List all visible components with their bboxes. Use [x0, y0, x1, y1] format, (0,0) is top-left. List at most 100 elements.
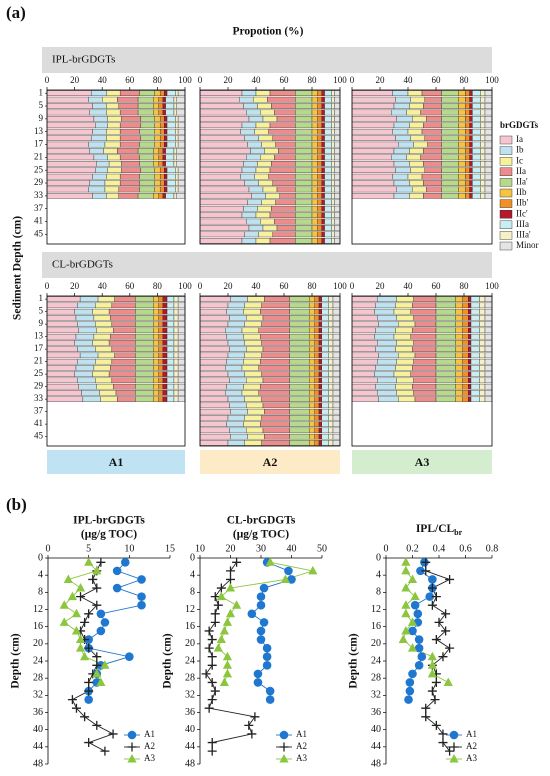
bar-segment: [311, 193, 318, 199]
bar-segment: [227, 396, 245, 402]
bar-segment: [166, 167, 176, 173]
bar-segment: [119, 135, 142, 141]
bar-segment: [262, 315, 290, 321]
bar-segment: [334, 154, 341, 161]
bar-segment: [276, 186, 296, 193]
bar-segment: [135, 346, 154, 352]
bar-segment: [229, 377, 247, 384]
legend-label: Ib: [516, 145, 524, 155]
bar-segment: [334, 212, 341, 218]
y-tick-label: 33: [34, 393, 44, 403]
point: [438, 652, 448, 662]
bar-segment: [472, 161, 481, 167]
bar-segment: [479, 308, 486, 315]
bar-segment: [108, 340, 136, 346]
bar-segment: [289, 371, 310, 377]
bar-segment: [435, 358, 456, 365]
bar-segment: [162, 103, 166, 109]
bar-segment: [93, 365, 111, 371]
bar-segment: [455, 365, 463, 371]
bar-segment: [480, 122, 486, 129]
bar-segment: [199, 103, 244, 109]
bar-segment: [317, 225, 322, 231]
bar-segment: [153, 383, 159, 390]
bar-segment: [289, 327, 310, 334]
bar-segment: [314, 327, 320, 334]
point: [112, 583, 122, 593]
bar-segment: [135, 296, 154, 302]
bar-segment: [462, 302, 469, 309]
bar-segment: [199, 199, 248, 206]
bar-segment: [392, 128, 409, 135]
bar-segment: [137, 148, 154, 154]
bar-segment: [153, 390, 159, 396]
x-tick-label: 0.2: [406, 543, 419, 554]
y-tick-label: 8: [190, 587, 195, 598]
bar-segment: [328, 396, 334, 402]
bar-segment: [77, 358, 96, 365]
bar-segment: [295, 218, 313, 225]
bar-segment: [351, 315, 378, 321]
bar-segment: [95, 167, 108, 173]
point: [407, 643, 418, 652]
bar-segment: [162, 352, 168, 359]
bar-segment: [324, 148, 332, 154]
bar-segment: [309, 346, 315, 352]
bar-segment: [229, 315, 247, 321]
bar-segment: [199, 421, 227, 427]
bar-segment: [289, 358, 310, 365]
bar-segment: [199, 96, 240, 103]
bar-segment: [484, 308, 493, 315]
bar-segment: [289, 408, 310, 415]
bar-segment: [462, 308, 469, 315]
legend-label: IIIa: [516, 219, 529, 229]
x-tick-label: 100: [178, 281, 192, 291]
bar-segment: [468, 346, 472, 352]
bar-segment: [46, 109, 90, 116]
bar-segment: [111, 358, 136, 365]
bar-segment: [468, 383, 472, 390]
bar-segment: [424, 167, 442, 173]
bar-segment: [119, 128, 140, 135]
bar-segment: [78, 383, 97, 390]
bar-segment: [351, 340, 378, 346]
bar-segment: [423, 148, 442, 154]
bar-segment: [261, 321, 290, 327]
bar-segment: [199, 358, 227, 365]
bar-segment: [175, 116, 179, 122]
bar-segment: [158, 390, 164, 396]
bar-segment: [469, 116, 473, 122]
bar-segment: [374, 333, 395, 340]
bar-segment: [321, 90, 325, 96]
bar-segment: [158, 383, 164, 390]
bar-segment: [317, 141, 322, 148]
bar-segment: [159, 122, 165, 129]
bar-segment: [269, 238, 296, 244]
bar-segment: [334, 238, 341, 244]
bar-segment: [176, 103, 186, 109]
bar-segment: [173, 161, 177, 167]
bar-segment: [413, 315, 437, 321]
bar-segment: [258, 180, 273, 186]
y-tick-label: 24: [33, 655, 43, 666]
bar-segment: [108, 371, 136, 377]
bar-segment: [97, 296, 115, 302]
bar-segment: [113, 383, 136, 390]
bar-segment: [244, 321, 262, 327]
bar-segment: [458, 154, 466, 161]
bar-segment: [295, 109, 313, 116]
bar-segment: [46, 135, 92, 141]
bar-segment: [311, 173, 318, 180]
point: [216, 634, 226, 644]
bar-segment: [314, 315, 320, 321]
bar-segment: [107, 154, 121, 161]
panel-label: (a): [6, 3, 26, 22]
bar-segment: [107, 116, 122, 122]
bar-segment: [158, 193, 164, 199]
y-tick-label: 8: [38, 587, 43, 598]
bar-segment: [332, 433, 341, 440]
point: [256, 626, 266, 636]
bar-segment: [165, 154, 175, 161]
bar-segment: [351, 90, 393, 96]
bar-segment: [295, 116, 313, 122]
